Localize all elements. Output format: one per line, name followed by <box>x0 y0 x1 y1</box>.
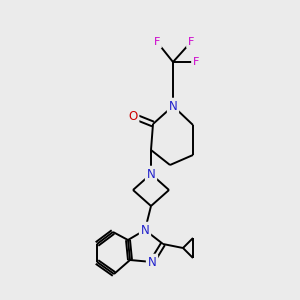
Text: F: F <box>193 57 199 67</box>
Text: N: N <box>169 100 177 112</box>
Text: N: N <box>141 224 149 236</box>
Text: F: F <box>154 37 160 47</box>
Text: O: O <box>128 110 138 122</box>
Text: N: N <box>148 256 156 268</box>
Text: N: N <box>147 167 155 181</box>
Text: F: F <box>188 37 194 47</box>
